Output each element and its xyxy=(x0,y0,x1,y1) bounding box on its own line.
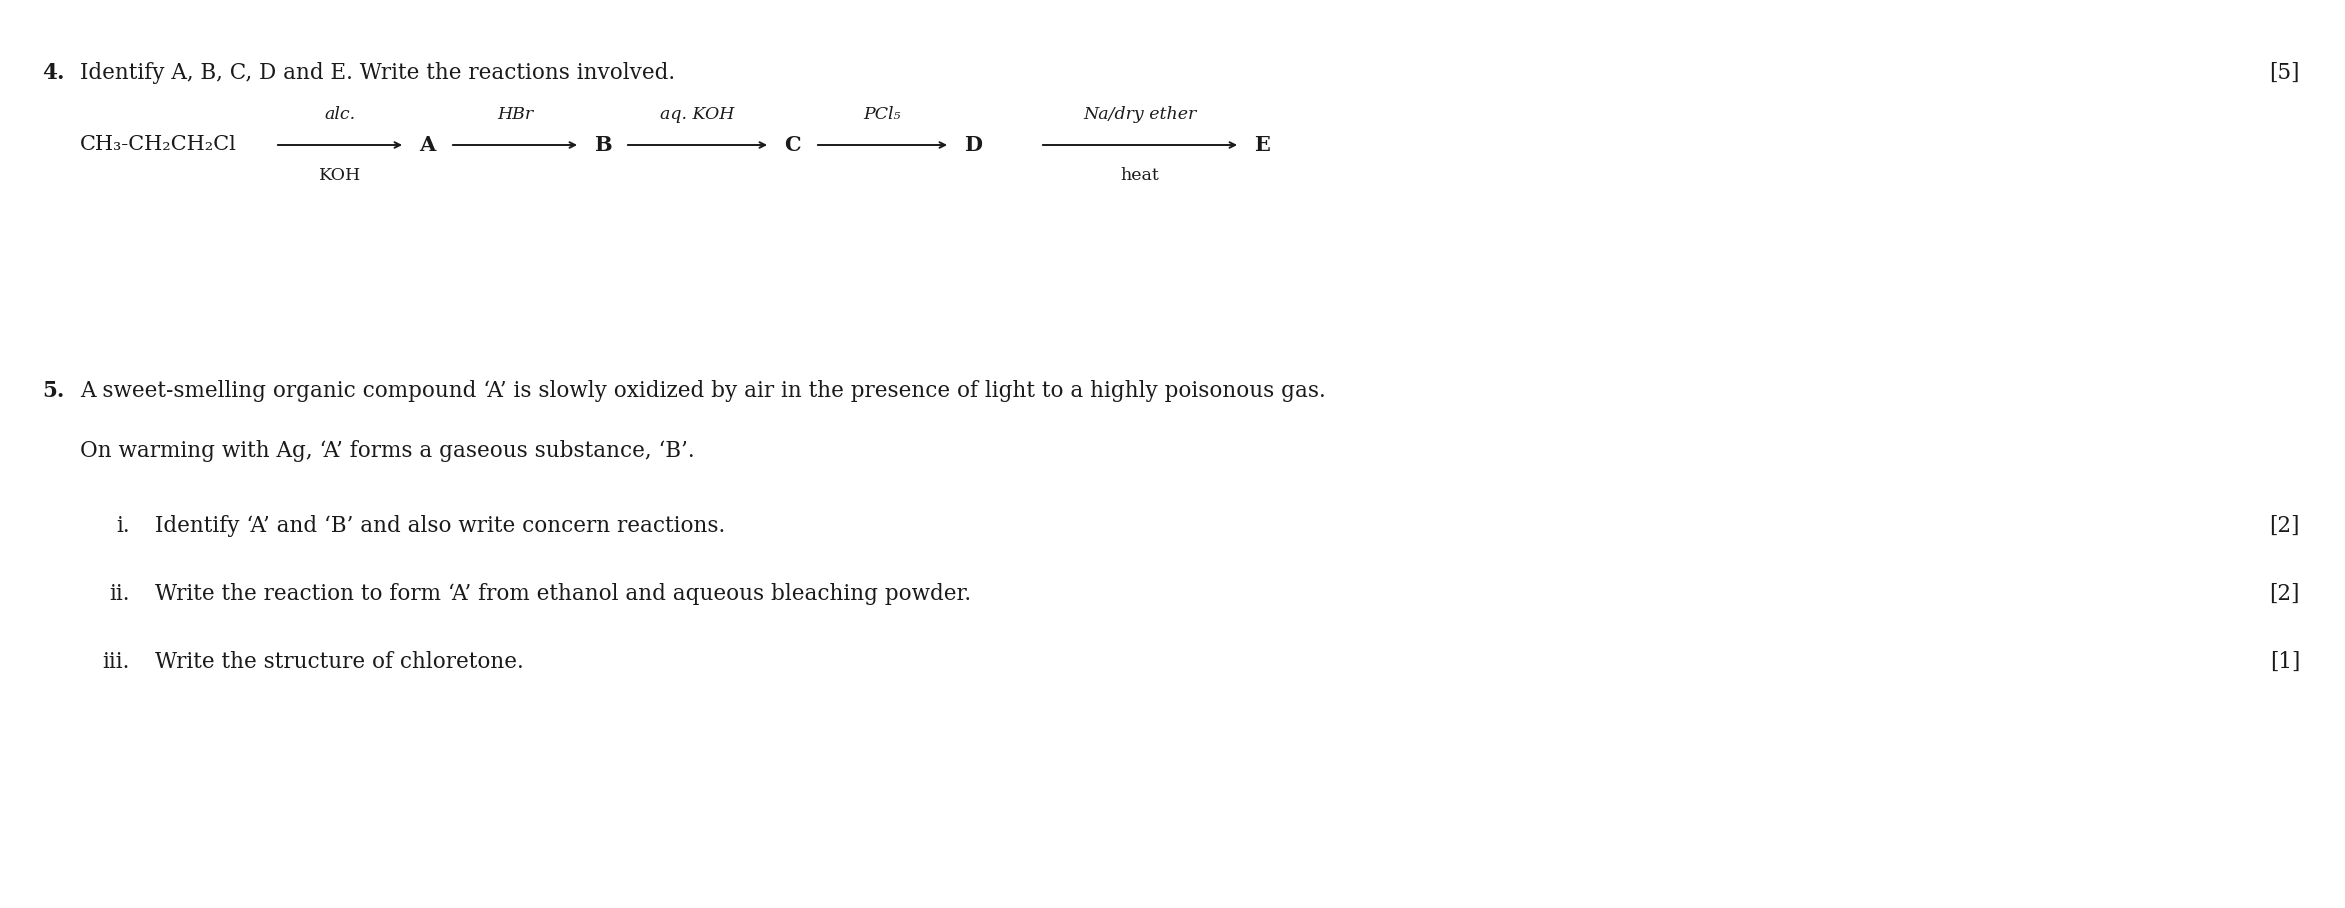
Text: CH₃-CH₂CH₂Cl: CH₃-CH₂CH₂Cl xyxy=(80,135,237,154)
Text: alc.: alc. xyxy=(324,106,356,123)
Text: [2]: [2] xyxy=(2270,583,2300,605)
Text: HBr: HBr xyxy=(497,106,532,123)
Text: KOH: KOH xyxy=(319,167,361,184)
Text: aq. KOH: aq. KOH xyxy=(661,106,734,123)
Text: A sweet-smelling organic compound ‘A’ is slowly oxidized by air in the presence : A sweet-smelling organic compound ‘A’ is… xyxy=(80,380,1325,402)
Text: iii.: iii. xyxy=(103,651,129,673)
Text: Write the structure of chloretone.: Write the structure of chloretone. xyxy=(155,651,523,673)
Text: [2]: [2] xyxy=(2270,515,2300,537)
Text: PCl₅: PCl₅ xyxy=(863,106,900,123)
Text: C: C xyxy=(783,135,800,155)
Text: Identify ‘A’ and ‘B’ and also write concern reactions.: Identify ‘A’ and ‘B’ and also write conc… xyxy=(155,515,725,537)
Text: heat: heat xyxy=(1121,167,1158,184)
Text: On warming with Ag, ‘A’ forms a gaseous substance, ‘B’.: On warming with Ag, ‘A’ forms a gaseous … xyxy=(80,440,694,462)
Text: Write the reaction to form ‘A’ from ethanol and aqueous bleaching powder.: Write the reaction to form ‘A’ from etha… xyxy=(155,583,971,605)
Text: B: B xyxy=(593,135,612,155)
Text: A: A xyxy=(420,135,436,155)
Text: Na/dry ether: Na/dry ether xyxy=(1083,106,1196,123)
Text: [5]: [5] xyxy=(2270,62,2300,84)
Text: [1]: [1] xyxy=(2270,651,2300,673)
Text: 5.: 5. xyxy=(42,380,63,402)
Text: Identify A, B, C, D and E. Write the reactions involved.: Identify A, B, C, D and E. Write the rea… xyxy=(80,62,675,84)
Text: 4.: 4. xyxy=(42,62,66,84)
Text: D: D xyxy=(964,135,983,155)
Text: i.: i. xyxy=(117,515,129,537)
Text: E: E xyxy=(1255,135,1271,155)
Text: ii.: ii. xyxy=(110,583,129,605)
